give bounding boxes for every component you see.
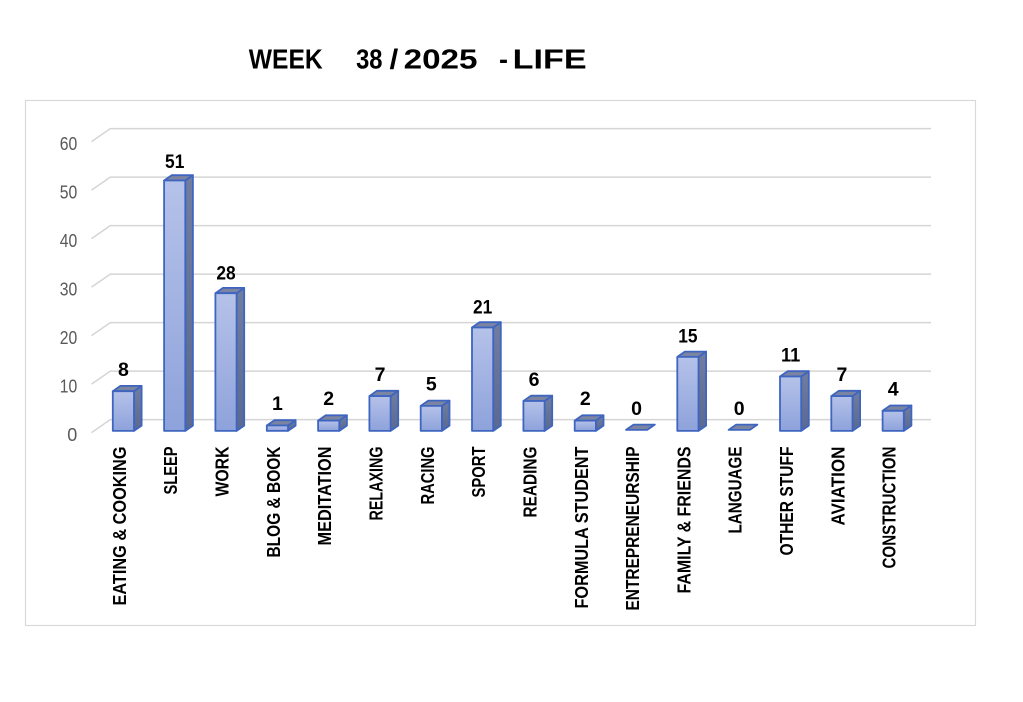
svg-text:/: / (390, 43, 399, 74)
svg-text:40: 40 (60, 231, 78, 251)
svg-text:FORMULA STUDENT: FORMULA STUDENT (572, 447, 592, 609)
svg-text:CONSTRUCTION: CONSTRUCTION (880, 447, 900, 569)
svg-text:WEEK: WEEK (249, 43, 323, 74)
svg-text:15: 15 (678, 325, 697, 347)
svg-text:30: 30 (60, 279, 78, 299)
svg-text:ENTREPRENEURSHIP: ENTREPRENEURSHIP (623, 447, 643, 611)
svg-text:50: 50 (60, 182, 78, 202)
svg-text:38: 38 (356, 43, 382, 74)
svg-text:SPORT: SPORT (469, 447, 489, 498)
svg-text:2: 2 (323, 388, 334, 410)
svg-text:RACING: RACING (418, 447, 438, 505)
svg-text:51: 51 (165, 151, 184, 173)
svg-text:FAMILY & FRIENDS: FAMILY & FRIENDS (674, 447, 694, 594)
svg-text:7: 7 (836, 364, 847, 386)
svg-text:11: 11 (781, 345, 800, 367)
svg-text:0: 0 (631, 398, 642, 420)
svg-text:8: 8 (118, 359, 129, 381)
svg-text:LANGUAGE: LANGUAGE (726, 447, 746, 534)
svg-text:0: 0 (734, 398, 745, 420)
svg-text:MEDITATION: MEDITATION (315, 447, 335, 546)
svg-text:LIFE: LIFE (513, 43, 587, 74)
svg-text:20: 20 (60, 328, 78, 348)
svg-text:0: 0 (67, 425, 77, 445)
svg-text:READING: READING (521, 447, 541, 518)
svg-text:WORK: WORK (213, 447, 233, 497)
svg-text:60: 60 (60, 134, 78, 154)
svg-text:SLEEP: SLEEP (161, 447, 181, 495)
svg-text:28: 28 (216, 262, 235, 284)
svg-text:OTHER STUFF: OTHER STUFF (777, 447, 797, 556)
svg-text:EATING & COOKING: EATING & COOKING (110, 447, 130, 606)
svg-text:2: 2 (580, 388, 591, 410)
svg-text:21: 21 (473, 296, 492, 318)
svg-text:10: 10 (60, 376, 78, 396)
svg-text:1: 1 (272, 393, 283, 415)
svg-text:-: - (499, 43, 508, 74)
svg-text:6: 6 (529, 369, 540, 391)
svg-text:RELAXING: RELAXING (367, 447, 387, 521)
svg-text:AVIATION: AVIATION (828, 447, 848, 526)
svg-text:5: 5 (426, 374, 437, 396)
svg-text:7: 7 (375, 364, 386, 386)
svg-text:BLOG & BOOK: BLOG & BOOK (264, 447, 284, 558)
svg-text:2025: 2025 (404, 43, 478, 74)
svg-text:4: 4 (888, 379, 899, 401)
